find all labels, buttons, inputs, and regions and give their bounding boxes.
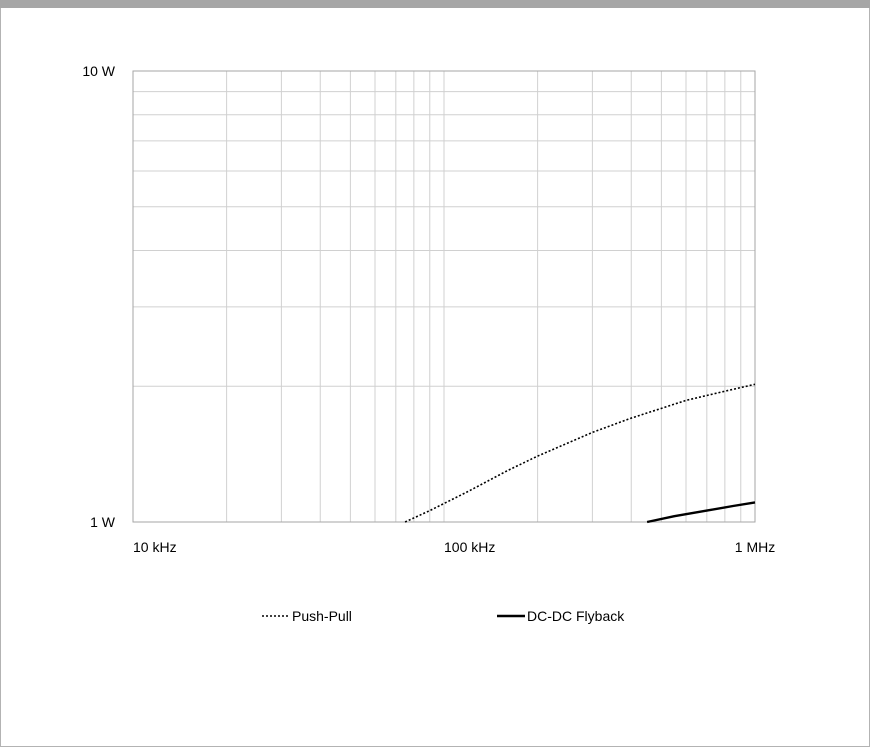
series-line-2 (646, 501, 756, 524)
series-line-1 (404, 383, 756, 523)
y-tick-label: 1 W (90, 514, 116, 530)
x-tick-label: 100 kHz (444, 539, 495, 555)
legend: Push-Pull DC-DC Flyback (262, 608, 625, 624)
tick-labels: 10 kHz 100 kHz 1 MHz 1 W 10 W (82, 63, 775, 555)
legend-label-1: Push-Pull (292, 608, 352, 624)
chart-top-bar (0, 0, 870, 8)
plot-area-border (132, 70, 756, 523)
x-tick-label: 1 MHz (735, 539, 775, 555)
y-tick-label: 10 W (82, 63, 115, 79)
x-tick-label: 10 kHz (133, 539, 177, 555)
legend-label-2: DC-DC Flyback (527, 608, 625, 624)
series-layer (404, 383, 756, 524)
grid-lines (133, 71, 755, 522)
